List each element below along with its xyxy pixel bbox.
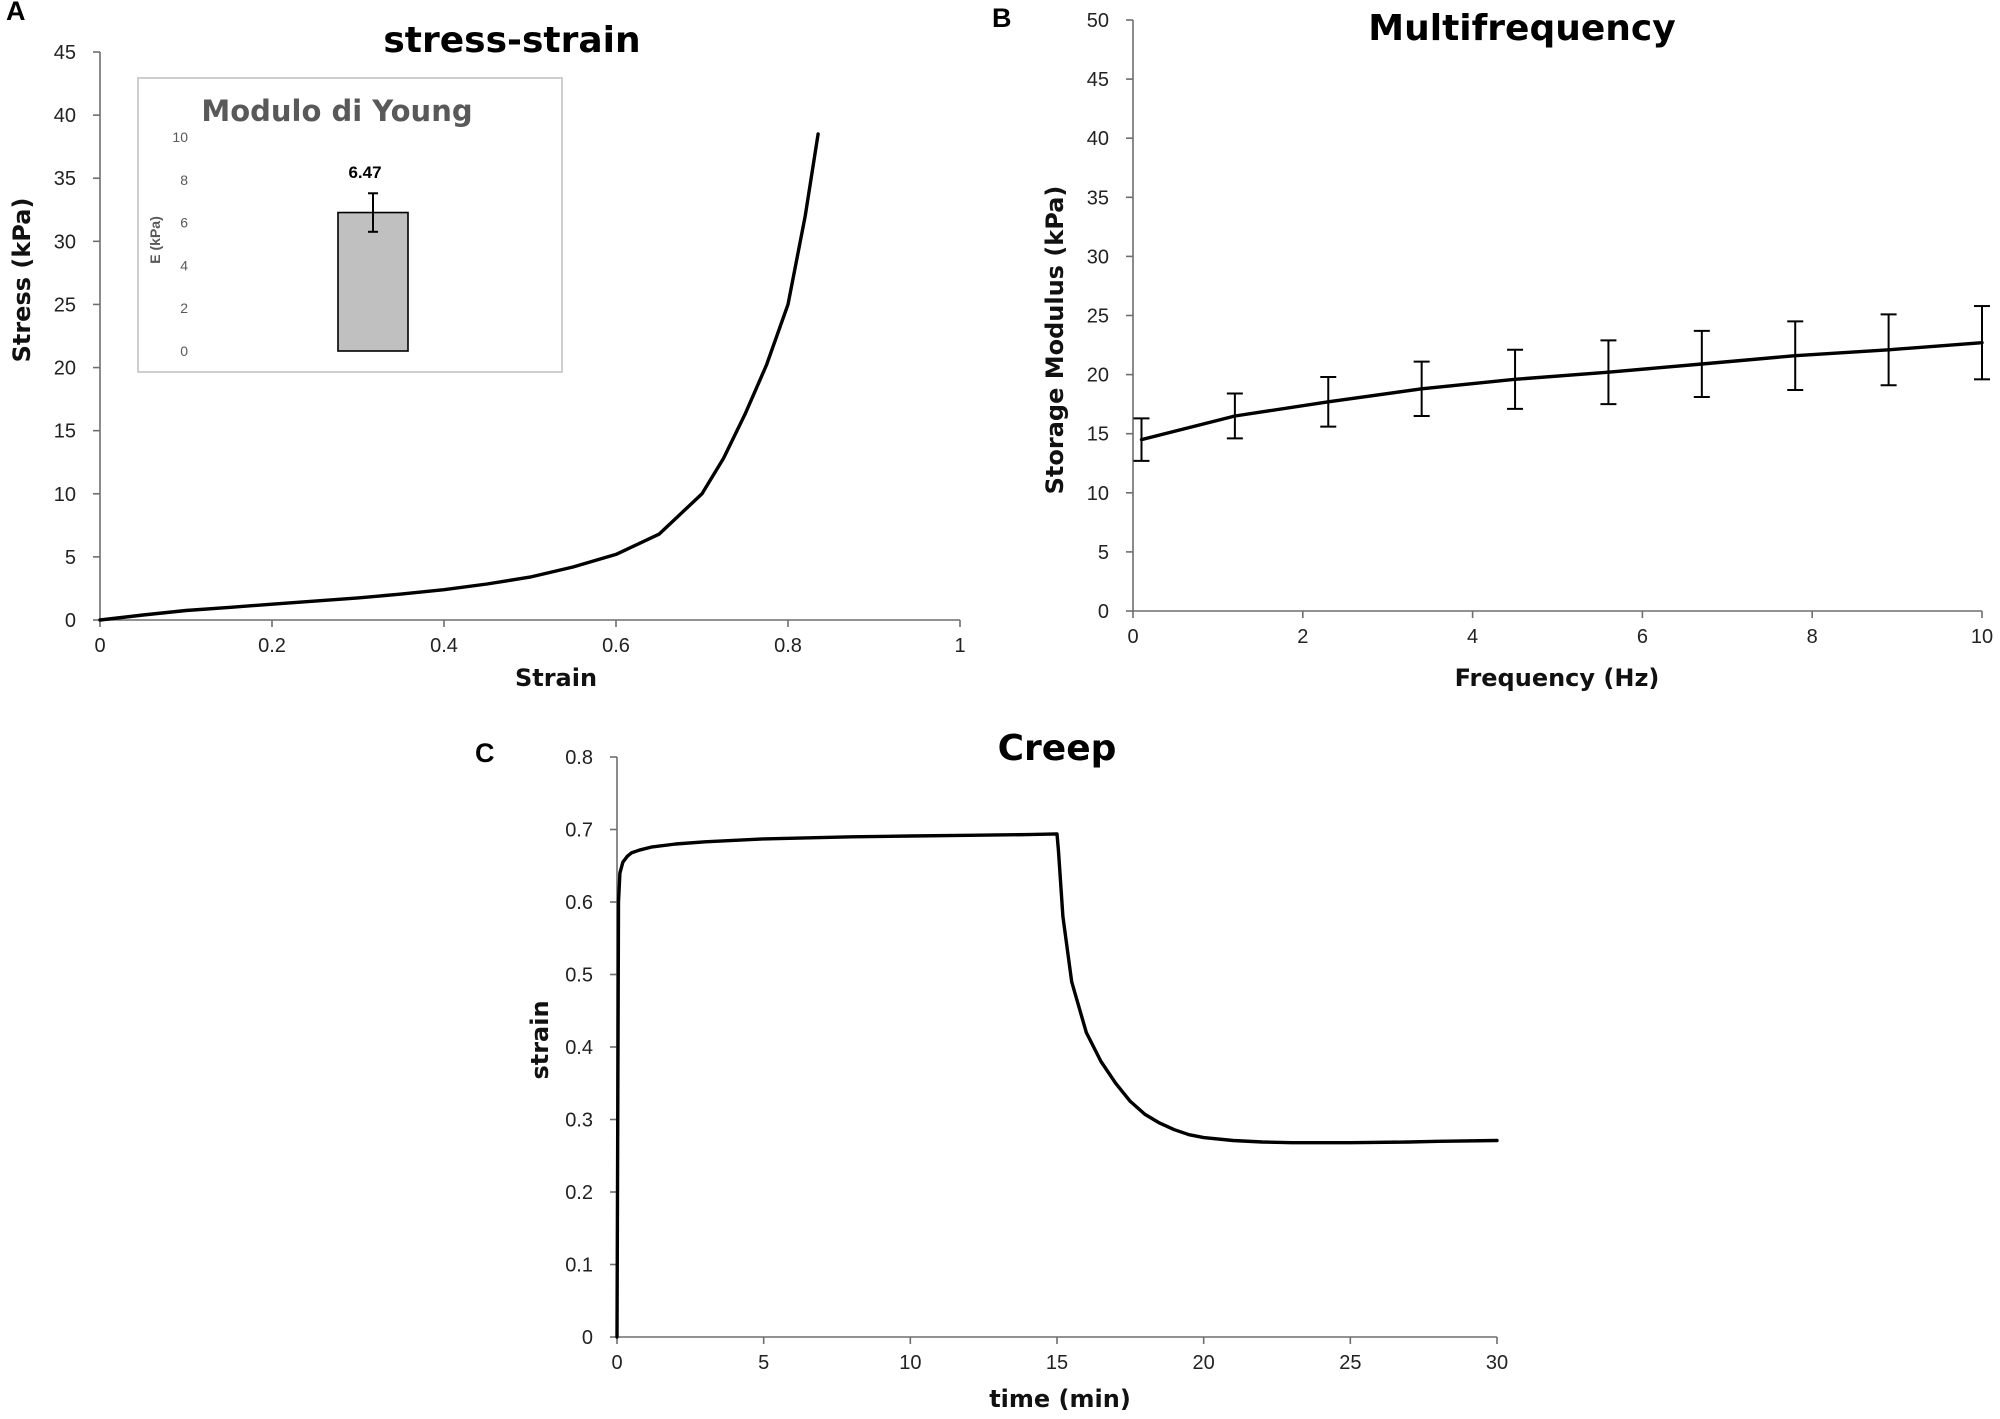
y-tick-label: 10 — [54, 484, 76, 506]
y-axis-title-storage-modulus: Storage Modulus (kPa) — [1041, 186, 1069, 495]
y-tick-label: 0 — [1098, 601, 1109, 623]
y-tick-label: 15 — [54, 421, 76, 443]
y-tick-label: 10 — [1087, 483, 1109, 505]
chart-title-stress-strain: stress-strain — [383, 20, 640, 61]
x-tick-label: 0.4 — [430, 635, 458, 657]
x-tick-label: 0 — [611, 1352, 622, 1374]
y-tick-label: 5 — [65, 547, 76, 569]
x-axis-title-time: time (min) — [989, 1385, 1131, 1413]
inset-bar — [337, 211, 409, 352]
panel-label-c: C — [475, 738, 495, 768]
y-tick-label: 45 — [54, 42, 76, 64]
y-axis-title-stress: Stress (kPa) — [8, 198, 36, 363]
y-tick-label: 35 — [1087, 187, 1109, 209]
y-tick-label: 20 — [54, 358, 76, 380]
y-tick-label: 0.1 — [565, 1255, 593, 1277]
x-tick-label: 1 — [954, 635, 965, 657]
x-tick-label: 0 — [1127, 626, 1138, 648]
x-tick-label: 10 — [1971, 626, 1993, 648]
x-tick-label: 20 — [1193, 1352, 1215, 1374]
y-tick-label: 0.3 — [565, 1110, 593, 1132]
y-tick-label: 5 — [1098, 542, 1109, 564]
inset-y-axis-title: E (kPa) — [147, 216, 163, 263]
x-tick-label: 10 — [899, 1352, 921, 1374]
x-tick-label: 30 — [1486, 1352, 1508, 1374]
x-tick-label: 2 — [1297, 626, 1308, 648]
y-tick-label: 50 — [1087, 10, 1109, 32]
y-tick-label: 40 — [54, 105, 76, 127]
y-axis-title-strain: strain — [526, 1000, 554, 1079]
chart-title-creep: Creep — [998, 728, 1117, 769]
y-tick-label: 0 — [65, 610, 76, 632]
inset-y-tick-label: 8 — [180, 172, 188, 188]
inset-data-label: 6.47 — [348, 163, 381, 182]
y-tick-label: 0.4 — [565, 1037, 593, 1059]
y-tick-label: 35 — [54, 168, 76, 190]
x-tick-label: 6 — [1637, 626, 1648, 648]
y-tick-label: 25 — [54, 294, 76, 316]
inset-y-tick-label: 10 — [172, 129, 188, 145]
y-tick-label: 30 — [54, 231, 76, 253]
y-tick-label: 40 — [1087, 128, 1109, 150]
inset-title: Modulo di Young — [201, 94, 472, 128]
y-tick-label: 0.5 — [565, 965, 593, 987]
x-tick-label: 8 — [1807, 626, 1818, 648]
y-tick-label: 0.8 — [565, 747, 593, 769]
x-tick-label: 4 — [1467, 626, 1478, 648]
inset-y-tick-label: 6 — [180, 215, 188, 231]
inset-y-tick-label: 4 — [180, 257, 188, 273]
chart-stress-strain: A stress-strain Strain Stress (kPa) 0 0.2… — [6, 0, 966, 692]
chart-multifrequency: B Multifrequency Frequency (Hz) Storage … — [992, 3, 1993, 692]
x-tick-label: 5 — [758, 1352, 769, 1374]
x-tick-label: 25 — [1339, 1352, 1361, 1374]
y-tick-label: 0 — [582, 1327, 593, 1349]
y-tick-label: 45 — [1087, 69, 1109, 91]
inset-young-modulus: Modulo di Young E (kPa) 0 2 4 6 8 10 6.47 — [137, 77, 563, 373]
series-line — [615, 832, 1499, 1339]
x-axis-title-frequency: Frequency (Hz) — [1455, 664, 1660, 692]
series-line — [98, 132, 820, 622]
x-tick-label: 0.2 — [258, 635, 286, 657]
x-tick-label: 15 — [1046, 1352, 1068, 1374]
y-tick-label: 25 — [1087, 306, 1109, 328]
x-tick-label: 0.8 — [774, 635, 802, 657]
series-line — [1139, 341, 1984, 442]
inset-y-tick-label: 0 — [180, 343, 188, 359]
chart-title-multifrequency: Multifrequency — [1368, 8, 1675, 49]
y-tick-label: 0.2 — [565, 1182, 593, 1204]
panel-label-b: B — [992, 3, 1012, 33]
y-tick-label: 20 — [1087, 365, 1109, 387]
x-tick-label: 0.6 — [602, 635, 630, 657]
y-tick-label: 30 — [1087, 246, 1109, 268]
panel-label-a: A — [6, 0, 26, 26]
x-tick-label: 0 — [94, 635, 105, 657]
y-tick-label: 0.6 — [565, 892, 593, 914]
inset-y-tick-label: 2 — [180, 300, 188, 316]
y-tick-label: 15 — [1087, 424, 1109, 446]
y-tick-label: 0.7 — [565, 820, 593, 842]
x-axis-title-strain: Strain — [515, 664, 597, 692]
chart-creep: C Creep time (min) strain 0 5 10 15 20 25 30 0… — [475, 728, 1508, 1413]
